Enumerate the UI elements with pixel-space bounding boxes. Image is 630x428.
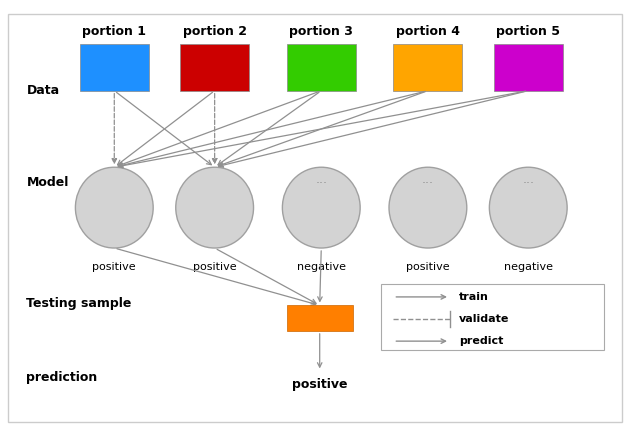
Text: negative: negative [297,262,346,272]
FancyBboxPatch shape [80,44,149,91]
Ellipse shape [490,167,567,248]
Ellipse shape [76,167,153,248]
Ellipse shape [176,167,253,248]
FancyBboxPatch shape [494,44,563,91]
Text: predict: predict [459,336,503,346]
Text: portion 1: portion 1 [83,24,146,38]
Text: positive: positive [292,377,348,391]
Text: Model: Model [26,175,69,189]
Text: ...: ... [315,173,327,187]
Text: negative: negative [504,262,553,272]
FancyBboxPatch shape [393,44,462,91]
Text: Data: Data [26,84,60,97]
Text: ...: ... [422,173,434,187]
FancyBboxPatch shape [287,306,353,331]
Text: portion 3: portion 3 [289,24,353,38]
Text: Testing sample: Testing sample [26,297,132,310]
Text: ...: ... [522,173,534,187]
FancyBboxPatch shape [180,44,249,91]
Text: prediction: prediction [26,371,98,384]
Ellipse shape [389,167,467,248]
Text: positive: positive [406,262,450,272]
Text: train: train [459,292,489,302]
Text: portion 4: portion 4 [396,24,460,38]
Ellipse shape [282,167,360,248]
FancyBboxPatch shape [287,44,356,91]
Text: validate: validate [459,314,510,324]
FancyBboxPatch shape [381,284,604,350]
Text: portion 5: portion 5 [496,24,560,38]
Text: portion 2: portion 2 [183,24,246,38]
Text: positive: positive [193,262,236,272]
Text: positive: positive [93,262,136,272]
